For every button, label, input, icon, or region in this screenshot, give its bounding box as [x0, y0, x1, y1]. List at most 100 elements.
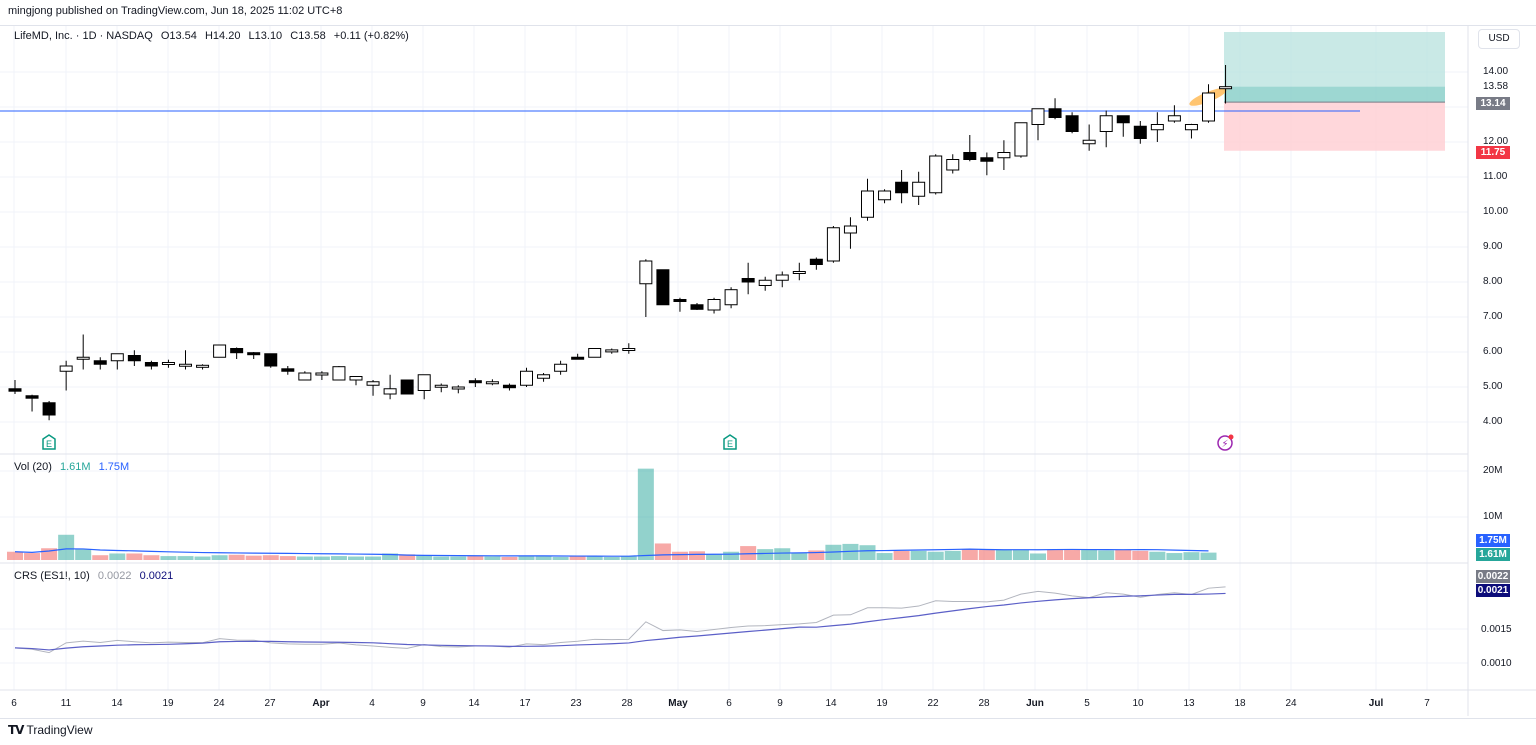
crs-tick: 0.0015 — [1481, 624, 1512, 635]
candle-body — [946, 159, 960, 171]
ohlc-high: H14.20 — [204, 30, 241, 42]
volume-bar — [365, 556, 382, 560]
volume-bar — [245, 555, 262, 560]
ohlc-change: +0.11 (+0.82%) — [333, 30, 409, 42]
candle-body — [673, 299, 687, 302]
candle-body — [25, 395, 39, 399]
volume-bar — [1012, 549, 1029, 560]
volume-value: 1.61M — [59, 461, 91, 473]
volume-bar — [910, 550, 927, 560]
volume-bar — [501, 556, 518, 560]
time-tick-25: 24 — [1285, 698, 1297, 709]
volume-bar — [689, 551, 705, 560]
earnings-marker-icon[interactable]: E — [42, 434, 56, 450]
volume-ma-value: 1.75M — [98, 461, 130, 473]
price-tick: 7.00 — [1483, 311, 1503, 322]
candle-body — [929, 155, 943, 194]
candle-body — [1219, 86, 1233, 90]
candle-body — [230, 348, 244, 354]
time-tick-6: Apr — [312, 698, 330, 709]
volume-legend[interactable]: Vol (20) 1.61M 1.75M — [14, 461, 134, 473]
chart-frame[interactable] — [0, 25, 1536, 719]
time-tick-17: 19 — [876, 698, 888, 709]
time-tick-15: 9 — [777, 698, 783, 709]
flash-event-icon[interactable]: ⚡ — [1217, 434, 1234, 451]
volume-bar — [160, 556, 177, 560]
candle-body — [42, 402, 56, 416]
brand-name: TradingView — [26, 723, 93, 737]
currency-button[interactable]: USD — [1478, 29, 1520, 49]
candle-body — [161, 362, 175, 365]
candle-body — [656, 269, 670, 306]
volume-bar — [262, 555, 279, 560]
time-tick-16: 14 — [825, 698, 837, 709]
candle-body — [451, 386, 465, 390]
volume-bar — [740, 546, 757, 560]
volume-bar — [58, 534, 75, 560]
volume-bar — [978, 549, 995, 560]
volume-bar — [1149, 551, 1166, 560]
hline-price-tag[interactable]: 13.14 — [1476, 97, 1510, 110]
volume-bar — [41, 548, 58, 560]
price-tick: 6.00 — [1483, 346, 1503, 357]
volume-bar — [774, 548, 791, 560]
candle-body — [554, 363, 568, 372]
volume-bar — [24, 553, 41, 560]
volume-bar — [7, 551, 23, 560]
time-tick-27: 7 — [1424, 698, 1430, 709]
volume-label[interactable]: Vol (20) — [14, 461, 52, 473]
crs-label[interactable]: CRS (ES1!, 10) — [14, 570, 90, 582]
candle-body — [622, 348, 636, 351]
candle-body — [196, 364, 210, 368]
svg-text:E: E — [46, 439, 52, 449]
price-tick: 5.00 — [1483, 381, 1503, 392]
time-tick-3: 19 — [162, 698, 174, 709]
tradingview-brand[interactable]: 𝗧𝗩 TradingView — [8, 723, 93, 737]
time-tick-23: 13 — [1183, 698, 1195, 709]
candle-body — [127, 355, 141, 362]
candle-body — [383, 388, 397, 395]
crs-ma-line — [14, 592, 1226, 651]
volume-bar — [620, 556, 637, 560]
candle-body — [247, 352, 261, 356]
symbol-legend[interactable]: LifeMD, Inc. · 1D · NASDAQ O13.54 H14.20… — [14, 30, 414, 42]
crs-legend[interactable]: CRS (ES1!, 10) 0.0022 0.0021 — [14, 570, 178, 582]
candle-body — [1133, 125, 1147, 139]
volume-bar — [518, 556, 535, 560]
volume-bar — [211, 555, 228, 560]
volume-bar — [484, 556, 501, 560]
candle-body — [571, 356, 585, 360]
candle-body — [1014, 122, 1028, 157]
time-tick-1: 11 — [60, 698, 72, 709]
candle-body — [912, 181, 926, 197]
time-tick-14: 6 — [726, 698, 732, 709]
volume-tick: 20M — [1483, 465, 1503, 476]
candle-body — [792, 271, 806, 274]
volume-bar — [927, 551, 944, 560]
volume-bar — [637, 468, 654, 560]
earnings-marker-icon[interactable]: E — [723, 434, 737, 450]
volume-bar — [944, 550, 961, 560]
candle-body — [895, 181, 909, 194]
ohlc-open: O13.54 — [160, 30, 197, 42]
volume-bar — [808, 550, 825, 560]
volume-bar — [467, 556, 484, 560]
volume-bar — [757, 549, 774, 560]
volume-bar — [1047, 549, 1064, 560]
stop-price-tag[interactable]: 11.75 — [1476, 146, 1510, 159]
candle-body — [93, 360, 107, 365]
candle-body — [605, 349, 619, 353]
volume-bar — [109, 553, 126, 560]
volume-bar — [1030, 553, 1046, 560]
candle-body — [878, 190, 892, 201]
symbol-title[interactable]: LifeMD, Inc. · 1D · NASDAQ — [14, 30, 153, 42]
volume-bar — [842, 543, 859, 560]
candle-body — [537, 374, 551, 379]
candle-body — [366, 381, 380, 386]
candle-body — [59, 365, 73, 372]
time-tick-21: 5 — [1084, 698, 1090, 709]
candle-body — [485, 381, 499, 385]
candle-body — [1082, 139, 1096, 145]
candle-body — [1031, 108, 1045, 125]
